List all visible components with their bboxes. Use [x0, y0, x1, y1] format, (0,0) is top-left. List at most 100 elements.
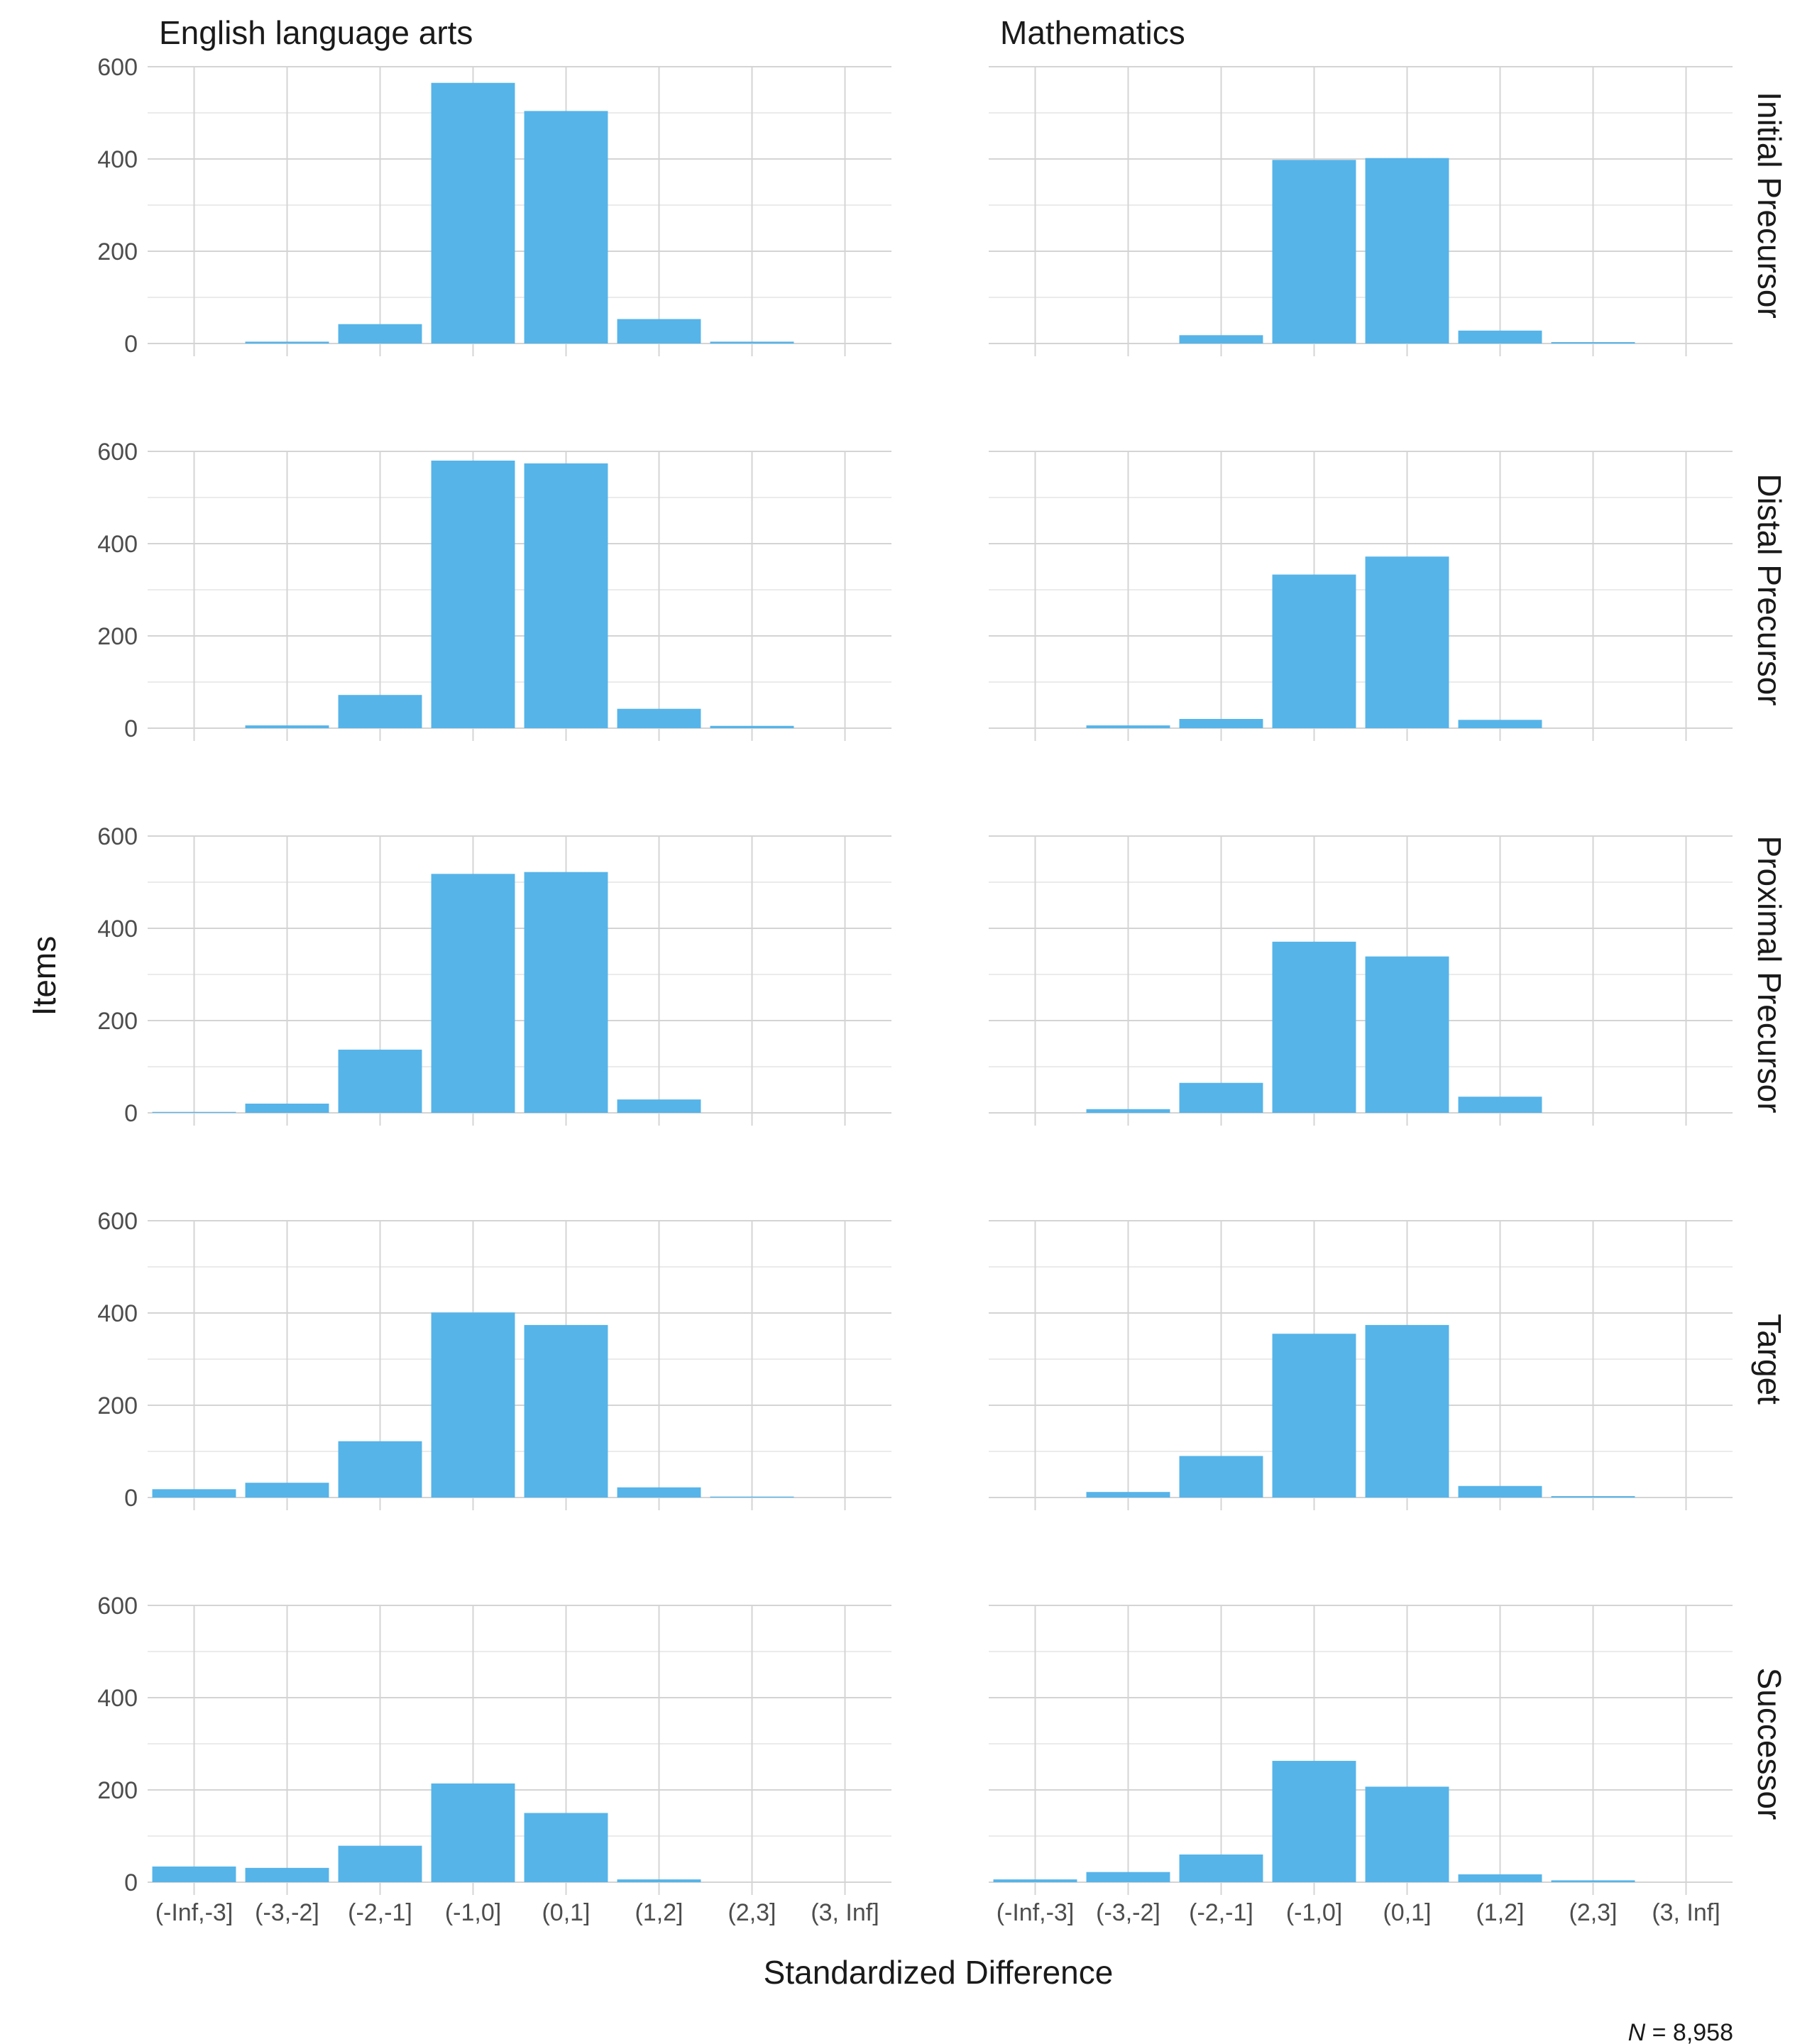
- strip-label-target: Target: [1751, 1314, 1788, 1405]
- strip-label-initial-precursor: Initial Precursor: [1751, 92, 1788, 319]
- bar-english-language-arts-proximal-precursor-4: [524, 872, 608, 1113]
- bar-english-language-arts-initial-precursor-3: [431, 82, 515, 344]
- y-tick-label: 400: [97, 531, 138, 558]
- y-tick-label: 400: [97, 1685, 138, 1712]
- y-tick-label: 600: [97, 439, 138, 466]
- bar-english-language-arts-distal-precursor-1: [245, 725, 329, 728]
- strip-label-proximal-precursor: Proximal Precursor: [1751, 835, 1788, 1113]
- bar-english-language-arts-successor-2: [338, 1845, 422, 1882]
- y-tick-label: 0: [124, 1485, 138, 1512]
- strip-label-mathematics: Mathematics: [1000, 14, 1185, 51]
- bar-mathematics-successor-2: [1179, 1855, 1263, 1882]
- x-tick-label: (-2,-1]: [1189, 1899, 1253, 1926]
- bar-english-language-arts-proximal-precursor-1: [245, 1104, 329, 1113]
- bar-english-language-arts-initial-precursor-5: [617, 319, 701, 344]
- bar-english-language-arts-target-2: [338, 1441, 422, 1498]
- x-axis-title: Standardized Difference: [764, 1954, 1114, 1991]
- x-tick-label: (3, Inf]: [1652, 1899, 1720, 1926]
- x-tick-label: (0,1]: [542, 1899, 590, 1926]
- x-tick-label: (2,3]: [1569, 1899, 1617, 1926]
- panel-english-language-arts-successor: 0 200 400 600 (-Inf,-3] (-3,-2] (-2,-1] (-1,0] (…: [97, 1593, 891, 1926]
- x-tick-label: (0,1]: [1383, 1899, 1431, 1926]
- bar-mathematics-initial-precursor-3: [1272, 160, 1356, 344]
- bar-mathematics-target-5: [1458, 1485, 1542, 1498]
- bar-english-language-arts-initial-precursor-1: [245, 341, 329, 344]
- bar-english-language-arts-initial-precursor-2: [338, 324, 422, 344]
- panel-mathematics-initial-precursor: [989, 66, 1733, 356]
- bar-english-language-arts-successor-1: [245, 1867, 329, 1882]
- y-tick-label: 600: [97, 54, 138, 81]
- bar-english-language-arts-target-4: [524, 1324, 608, 1498]
- bar-mathematics-target-6: [1551, 1496, 1635, 1498]
- bar-mathematics-successor-4: [1365, 1786, 1449, 1882]
- bar-mathematics-distal-precursor-5: [1458, 720, 1542, 728]
- bar-mathematics-successor-0: [993, 1879, 1077, 1882]
- bar-english-language-arts-proximal-precursor-2: [338, 1049, 422, 1113]
- y-axis-title: Items: [26, 936, 62, 1016]
- bar-english-language-arts-proximal-precursor-3: [431, 874, 515, 1113]
- panel-mathematics-distal-precursor: [989, 451, 1733, 741]
- x-tick-label: (-2,-1]: [348, 1899, 412, 1926]
- bar-mathematics-successor-6: [1551, 1880, 1635, 1882]
- y-tick-label: 200: [97, 238, 138, 265]
- y-tick-label: 200: [97, 1008, 138, 1035]
- bar-english-language-arts-distal-precursor-6: [710, 725, 794, 728]
- bar-mathematics-successor-3: [1272, 1761, 1356, 1882]
- bar-english-language-arts-successor-3: [431, 1783, 515, 1882]
- bar-mathematics-target-3: [1272, 1334, 1356, 1498]
- bar-mathematics-target-1: [1086, 1492, 1170, 1498]
- y-tick-label: 0: [124, 1100, 138, 1127]
- panel-english-language-arts-initial-precursor: 0 200 400 600: [97, 54, 891, 358]
- y-tick-label: 400: [97, 916, 138, 943]
- x-tick-label: (-3,-2]: [1096, 1899, 1160, 1926]
- y-tick-label: 200: [97, 1392, 138, 1419]
- bar-english-language-arts-distal-precursor-3: [431, 461, 515, 728]
- bar-mathematics-initial-precursor-5: [1458, 330, 1542, 344]
- y-tick-label: 600: [97, 1593, 138, 1620]
- x-tick-label: (-Inf,-3]: [997, 1899, 1075, 1926]
- y-tick-label: 400: [97, 1300, 138, 1327]
- x-tick-label: (3, Inf]: [811, 1899, 879, 1926]
- x-tick-label: (1,2]: [635, 1899, 683, 1926]
- x-tick-label: (1,2]: [1476, 1899, 1524, 1926]
- panel-english-language-arts-distal-precursor: 0 200 400 600: [97, 439, 891, 742]
- bar-english-language-arts-initial-precursor-6: [710, 341, 794, 344]
- panel-english-language-arts-target: 0 200 400 600: [97, 1208, 891, 1512]
- bar-mathematics-proximal-precursor-4: [1365, 956, 1449, 1113]
- y-tick-label: 0: [124, 331, 138, 358]
- bar-english-language-arts-proximal-precursor-5: [617, 1099, 701, 1113]
- panel-mathematics-proximal-precursor: [989, 835, 1733, 1126]
- x-tick-label: (-1,0]: [1286, 1899, 1342, 1926]
- strip-label-english-language-arts: English language arts: [159, 14, 473, 51]
- bar-english-language-arts-target-1: [245, 1483, 329, 1498]
- y-tick-label: 600: [97, 1208, 138, 1235]
- bar-mathematics-proximal-precursor-3: [1272, 941, 1356, 1113]
- y-tick-label: 200: [97, 623, 138, 650]
- bar-english-language-arts-distal-precursor-4: [524, 463, 608, 728]
- bar-english-language-arts-initial-precursor-4: [524, 111, 608, 344]
- bar-english-language-arts-target-6: [710, 1496, 794, 1498]
- bar-english-language-arts-successor-4: [524, 1813, 608, 1882]
- y-tick-label: 0: [124, 1869, 138, 1896]
- y-tick-label: 600: [97, 823, 138, 850]
- bar-english-language-arts-successor-0: [152, 1866, 236, 1882]
- y-tick-label: 0: [124, 715, 138, 742]
- bar-mathematics-successor-5: [1458, 1874, 1542, 1882]
- bar-mathematics-proximal-precursor-5: [1458, 1097, 1542, 1113]
- x-tick-label: (-Inf,-3]: [155, 1899, 234, 1926]
- x-tick-label: (-3,-2]: [255, 1899, 319, 1926]
- bar-english-language-arts-distal-precursor-5: [617, 708, 701, 728]
- bar-mathematics-initial-precursor-4: [1365, 158, 1449, 344]
- bar-english-language-arts-proximal-precursor-0: [152, 1111, 236, 1113]
- bar-mathematics-target-2: [1179, 1456, 1263, 1498]
- sample-size-note: N = 8,958: [1628, 2019, 1733, 2044]
- x-tick-label: (2,3]: [728, 1899, 776, 1926]
- strip-label-successor: Successor: [1751, 1668, 1788, 1820]
- y-tick-label: 200: [97, 1777, 138, 1804]
- strip-label-distal-precursor: Distal Precursor: [1751, 473, 1788, 705]
- bar-english-language-arts-target-5: [617, 1487, 701, 1498]
- bar-english-language-arts-target-3: [431, 1312, 515, 1498]
- y-tick-label: 400: [97, 146, 138, 173]
- bar-mathematics-distal-precursor-4: [1365, 556, 1449, 728]
